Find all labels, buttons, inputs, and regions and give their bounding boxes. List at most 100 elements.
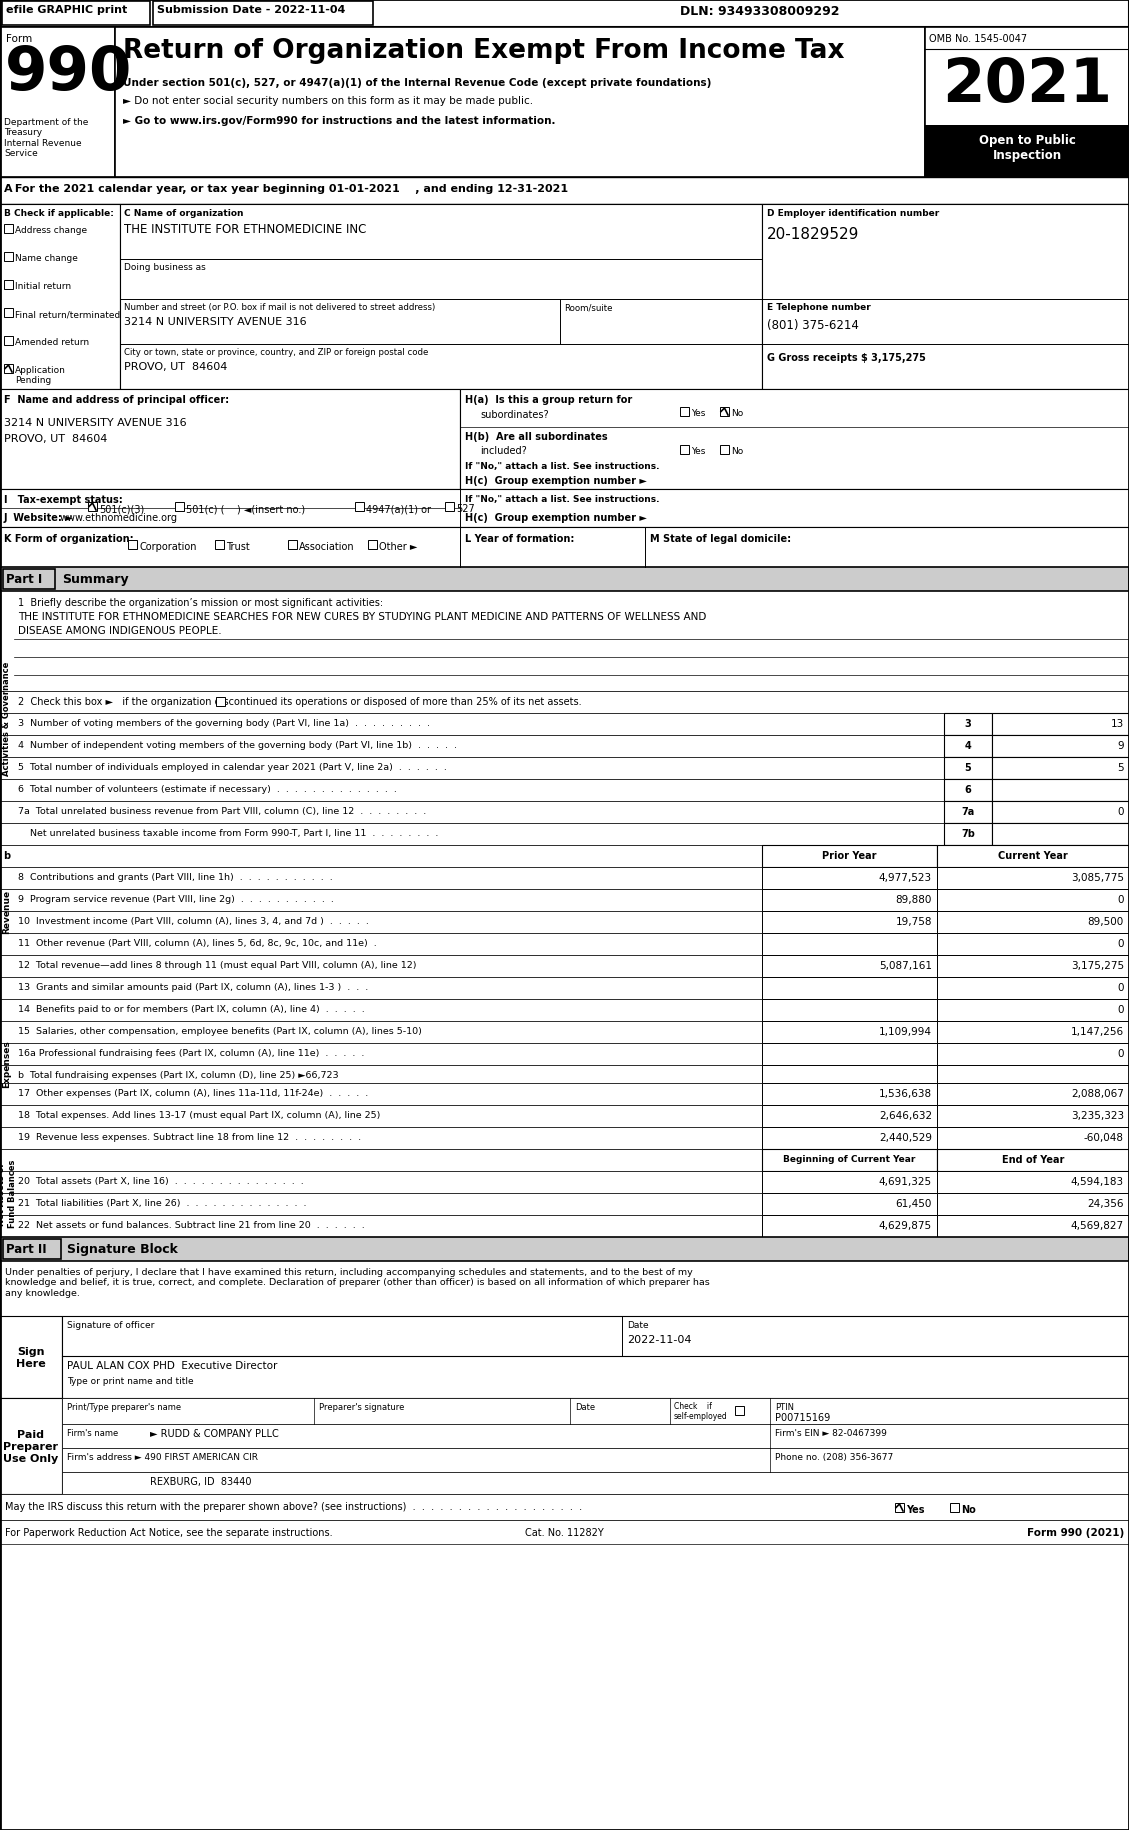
Bar (3, 569, 55, 589)
Bar (128, 540, 137, 549)
Text: Form 990 (2021): Form 990 (2021) (1026, 1528, 1124, 1537)
Text: Yes: Yes (691, 408, 706, 417)
Bar (925, 126, 1129, 178)
Bar (0, 1043, 762, 1065)
Text: Firm's name: Firm's name (67, 1427, 119, 1437)
Bar (0, 999, 762, 1021)
Bar (0, 490, 1129, 527)
Text: 5: 5 (964, 763, 971, 772)
Text: 4,691,325: 4,691,325 (878, 1177, 933, 1186)
Text: 3,085,775: 3,085,775 (1071, 873, 1124, 882)
Text: 4947(a)(1) or: 4947(a)(1) or (366, 503, 431, 514)
Bar (0, 1261, 1129, 1316)
Text: Paid
Preparer
Use Only: Paid Preparer Use Only (3, 1429, 59, 1462)
Bar (937, 1193, 1129, 1215)
Text: No: No (730, 408, 743, 417)
Text: May the IRS discuss this return with the preparer shown above? (see instructions: May the IRS discuss this return with the… (5, 1501, 583, 1512)
Text: No: No (730, 447, 743, 456)
Text: For Paperwork Reduction Act Notice, see the separate instructions.: For Paperwork Reduction Act Notice, see … (5, 1528, 333, 1537)
Bar (62, 1424, 1129, 1448)
Bar (925, 27, 1129, 178)
Text: 5,087,161: 5,087,161 (879, 961, 933, 970)
Bar (762, 1171, 937, 1193)
Bar (0, 1149, 762, 1171)
Bar (460, 390, 1129, 490)
Text: 0: 0 (1118, 983, 1124, 992)
Text: 0: 0 (1118, 895, 1124, 904)
Bar (0, 845, 762, 867)
Bar (762, 977, 937, 999)
Bar (937, 1127, 1129, 1149)
Text: C Name of organization: C Name of organization (124, 209, 244, 218)
Bar (0, 1493, 1129, 1521)
Bar (5, 280, 14, 289)
Bar (937, 1021, 1129, 1043)
Text: Beginning of Current Year: Beginning of Current Year (784, 1155, 916, 1164)
Text: PTIN: PTIN (774, 1402, 794, 1411)
Bar (0, 1215, 762, 1237)
Text: subordinates?: subordinates? (480, 410, 549, 419)
Text: H(c)  Group exemption number ►: H(c) Group exemption number ► (465, 476, 647, 485)
Text: 19,758: 19,758 (895, 917, 933, 926)
Bar (937, 1105, 1129, 1127)
Bar (762, 1083, 937, 1105)
Text: 19  Revenue less expenses. Subtract line 18 from line 12  .  .  .  .  .  .  .  .: 19 Revenue less expenses. Subtract line … (18, 1133, 361, 1142)
Bar (0, 1021, 762, 1043)
Bar (762, 205, 1129, 390)
Text: Open to Public
Inspection: Open to Public Inspection (979, 134, 1076, 161)
Bar (944, 780, 992, 802)
Text: 2,088,067: 2,088,067 (1071, 1089, 1124, 1098)
Text: 7b: 7b (961, 829, 975, 838)
Text: No: No (961, 1504, 975, 1513)
Bar (937, 911, 1129, 933)
Bar (62, 1471, 1129, 1493)
Bar (2, 2, 150, 26)
Bar (937, 889, 1129, 911)
Bar (5, 225, 14, 234)
Text: 4,629,875: 4,629,875 (878, 1221, 933, 1230)
Bar (0, 758, 944, 780)
Bar (445, 503, 454, 512)
Text: 0: 0 (1118, 1005, 1124, 1014)
Text: 13: 13 (1111, 719, 1124, 728)
Text: 2  Check this box ►   if the organization discontinued its operations or dispose: 2 Check this box ► if the organization d… (18, 697, 581, 706)
Text: Date: Date (627, 1319, 649, 1329)
Bar (762, 1065, 937, 1083)
Text: B Check if applicable:: B Check if applicable: (5, 209, 114, 218)
Text: ► Go to www.irs.gov/Form990 for instructions and the latest information.: ► Go to www.irs.gov/Form990 for instruct… (123, 115, 555, 126)
Text: 5: 5 (1118, 763, 1124, 772)
Bar (680, 447, 689, 454)
Text: Preparer's signature: Preparer's signature (320, 1402, 404, 1411)
Bar (0, 911, 762, 933)
Text: 89,500: 89,500 (1087, 917, 1124, 926)
Bar (0, 780, 944, 802)
Bar (762, 1127, 937, 1149)
Text: 11  Other revenue (Part VIII, column (A), lines 5, 6d, 8c, 9c, 10c, and 11e)  .: 11 Other revenue (Part VIII, column (A),… (18, 939, 377, 948)
Bar (762, 889, 937, 911)
Text: Type or print name and title: Type or print name and title (67, 1376, 194, 1385)
Text: 2,440,529: 2,440,529 (879, 1133, 933, 1142)
Bar (115, 27, 925, 178)
Bar (762, 911, 937, 933)
Bar (944, 824, 992, 845)
Text: 15  Salaries, other compensation, employee benefits (Part IX, column (A), lines : 15 Salaries, other compensation, employe… (18, 1027, 422, 1036)
Bar (0, 178, 1129, 205)
Text: Signature of officer: Signature of officer (67, 1319, 155, 1329)
Bar (215, 540, 224, 549)
Text: H(c)  Group exemption number ►: H(c) Group exemption number ► (465, 512, 647, 523)
Bar (0, 591, 1129, 692)
Text: Sign
Here: Sign Here (16, 1347, 46, 1369)
Text: 7a: 7a (962, 807, 974, 816)
Bar (3, 1239, 61, 1259)
Bar (937, 933, 1129, 955)
Text: Date: Date (575, 1402, 595, 1411)
Text: PROVO, UT  84604: PROVO, UT 84604 (124, 362, 227, 371)
Bar (0, 824, 944, 845)
Text: www.ethnomedicine.org: www.ethnomedicine.org (60, 512, 178, 523)
Text: 17  Other expenses (Part IX, column (A), lines 11a-11d, 11f-24e)  .  .  .  .  .: 17 Other expenses (Part IX, column (A), … (18, 1089, 368, 1098)
Text: 3214 N UNIVERSITY AVENUE 316: 3214 N UNIVERSITY AVENUE 316 (124, 317, 307, 328)
Bar (0, 1171, 762, 1193)
Bar (0, 977, 762, 999)
Text: G Gross receipts $ 3,175,275: G Gross receipts $ 3,175,275 (767, 353, 926, 362)
Text: 24,356: 24,356 (1087, 1199, 1124, 1208)
